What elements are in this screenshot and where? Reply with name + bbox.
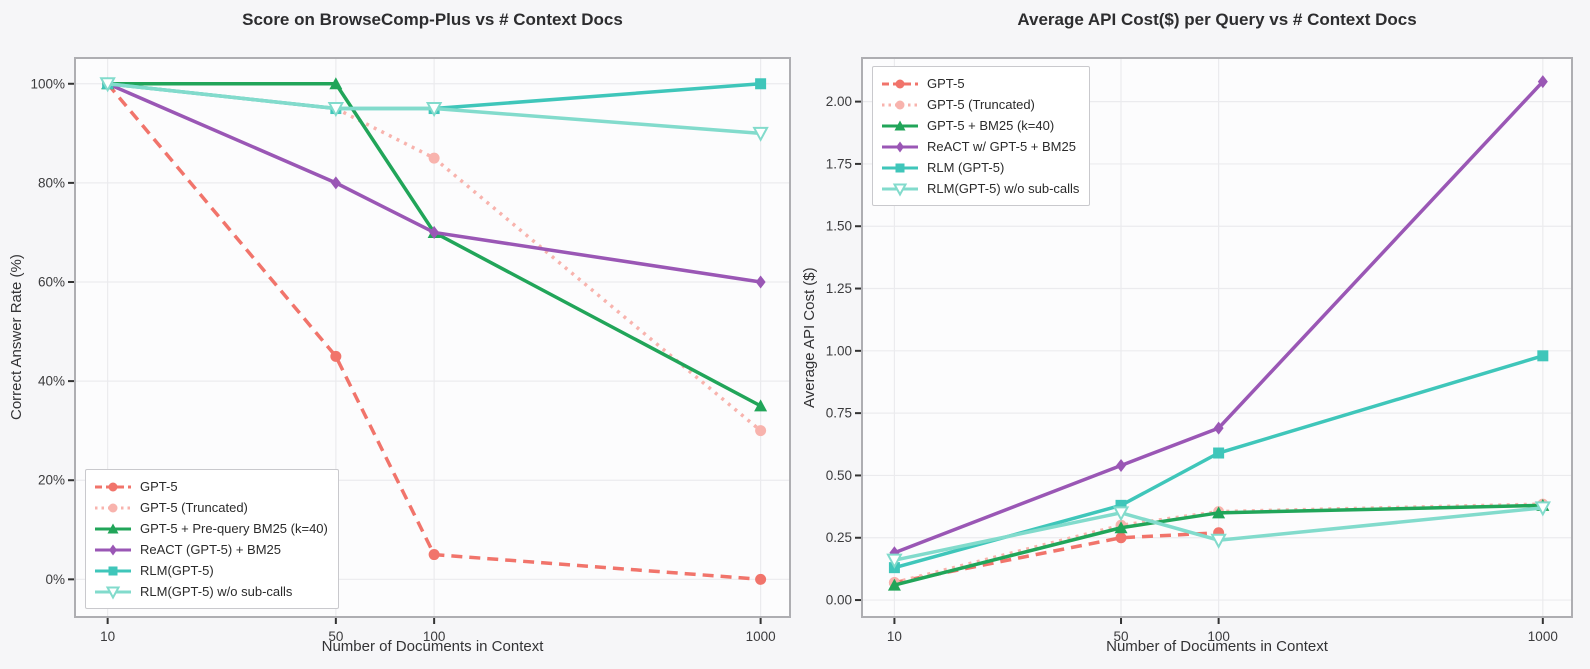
legend-swatch [95,503,131,512]
legend-item: GPT-5 + Pre-query BM25 (k=40) [94,518,328,539]
legend-item: RLM(GPT-5) [94,560,328,581]
legend-swatch [95,482,131,491]
legend-swatch [95,523,131,533]
y-tick-label: 1.00 [826,343,852,358]
legend-item: GPT-5 + BM25 (k=40) [881,115,1079,136]
legend-label: GPT-5 [927,76,965,91]
y-tick-label: 1.25 [826,281,852,296]
y-tick-label: 2.00 [826,94,852,109]
x-tick-label: 100 [1207,629,1230,644]
legend-swatch [882,141,918,152]
series-line [107,82,762,408]
chart-title: Average API Cost($) per Query vs # Conte… [1017,10,1417,29]
legend-item: ReACT (GPT-5) + BM25 [94,539,328,560]
legend-swatch [882,100,918,109]
x-tick-label: 1000 [746,629,776,644]
y-tick-label: 20% [38,473,65,488]
series-line [893,80,1545,555]
legend: GPT-5 GPT-5 (Truncated) GPT-5 + Pre-query … [85,469,339,609]
series-line [107,82,761,136]
plot-border [74,57,791,618]
legend-swatch [95,566,131,575]
y-tick-label: 0.50 [826,468,852,483]
x-axis-label: Number of Documents in Context [321,638,544,655]
y-tick-label: 0.75 [826,406,852,421]
x-tick-label: 10 [887,629,902,644]
y-axis-label: Average API Cost ($) [801,267,818,408]
y-tick-label: 100% [30,76,65,91]
y-tick-label: 80% [38,175,65,190]
legend-label: GPT-5 + Pre-query BM25 (k=40) [140,521,328,536]
legend-label: GPT-5 + BM25 (k=40) [927,118,1055,133]
legend-label: GPT-5 (Truncated) [927,97,1035,112]
plot-border [861,57,1573,618]
x-tick-label: 50 [328,629,343,644]
y-tick-label: 1.50 [826,219,852,234]
legend-label: RLM(GPT-5) w/o sub-calls [927,181,1080,196]
legend-swatch [882,163,918,172]
legend-item: GPT-5 (Truncated) [94,497,328,518]
legend-label: GPT-5 (Truncated) [140,500,248,515]
legend-item: GPT-5 [881,73,1079,94]
series-line [894,506,1543,562]
legend-swatch [882,183,918,197]
chart-panel-score: 10 50 100 1000 0% 20% 40% 60% 80% 100% Score on B… [8,10,791,655]
legend-item: ReACT w/ GPT-5 + BM25 [881,136,1079,157]
series-line [106,82,761,284]
y-tick-label: 60% [38,274,65,289]
y-tick-label: 40% [38,374,65,389]
legend-label: ReACT (GPT-5) + BM25 [140,542,281,557]
x-tick-label: 100 [423,629,446,644]
legend: GPT-5 GPT-5 (Truncated) GPT-5 + BM25 (k=40… [872,66,1091,206]
legend-swatch [95,544,131,555]
x-tick-label: 50 [1114,629,1129,644]
legend-label: ReACT w/ GPT-5 + BM25 [927,139,1076,154]
legend-item: RLM (GPT-5) [881,157,1079,178]
x-tick-label: 10 [100,629,115,644]
legend-item: GPT-5 (Truncated) [881,94,1079,115]
series-line [893,503,1543,587]
x-axis-label: Number of Documents in Context [1106,638,1328,655]
y-tick-label: 1.75 [826,156,852,171]
legend-item: RLM(GPT-5) w/o sub-calls [94,581,328,602]
y-axis-label: Correct Answer Rate (%) [8,254,25,421]
chart-title: Score on BrowseComp-Plus vs # Context Do… [242,10,623,29]
series-line [106,82,761,582]
legend-item: GPT-5 [94,476,328,497]
legend-label: RLM (GPT-5) [927,160,1005,175]
legend-swatch [882,79,918,88]
legend-swatch [882,120,918,130]
legend-item: RLM(GPT-5) w/o sub-calls [881,178,1079,199]
y-tick-label: 0% [45,572,65,587]
y-tick-label: 0.00 [826,593,852,608]
legend-label: GPT-5 [140,479,178,494]
chart-panel-cost: 10 50 100 1000 0.00 0.25 0.50 0.75 1.00 1.25 1.50 1… [795,0,1590,669]
y-tick-label: 0.25 [826,530,852,545]
legend-label: RLM(GPT-5) w/o sub-calls [140,584,293,599]
legend-label: RLM(GPT-5) [140,563,214,578]
legend-swatch [95,586,131,600]
x-tick-label: 1000 [1528,629,1558,644]
